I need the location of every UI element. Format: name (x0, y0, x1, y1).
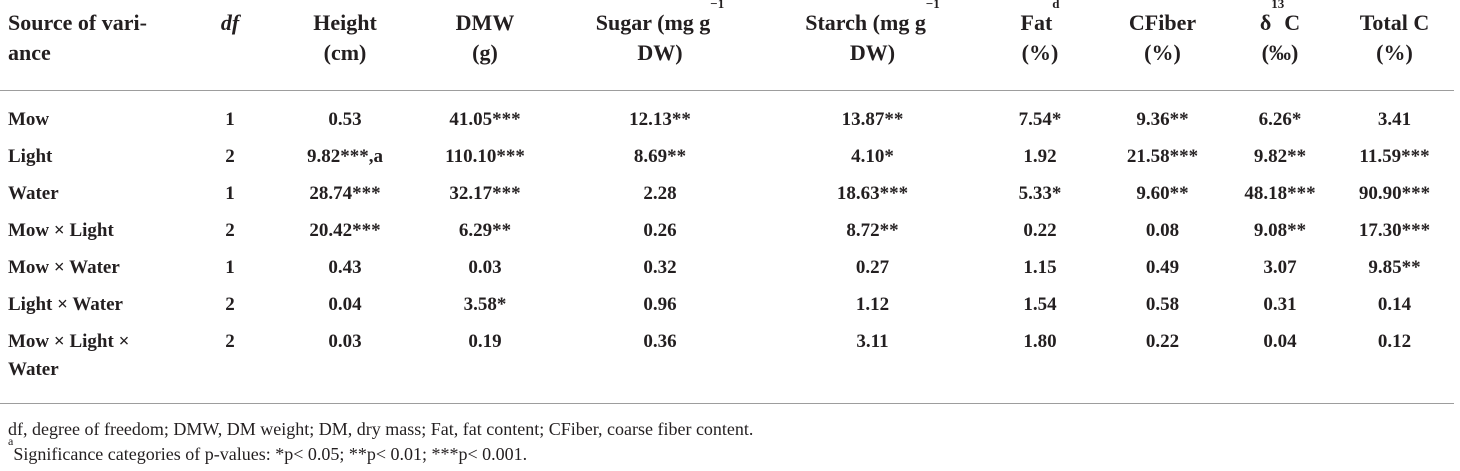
cell-d13c: 0.31 (1263, 293, 1297, 315)
table-row: Light × Water 2 0.04 3.58* 0.96 1.12 1.5… (0, 294, 1454, 331)
header-fat: Fatd (%) (1020, 0, 1060, 65)
cell-d13c: 9.82** (1253, 145, 1307, 167)
header-d13c: δ13C (‰) (1259, 0, 1301, 65)
cell-df: 1 (225, 108, 235, 130)
cell-total-c: 90.90*** (1358, 182, 1431, 204)
cell-cfiber: 21.58*** (1126, 145, 1199, 167)
cell-total-c: 0.14 (1377, 293, 1412, 315)
cell-starch: 3.11 (856, 330, 889, 352)
cell-source: Mow × Light (8, 219, 114, 241)
header-df: df (220, 10, 240, 35)
cell-source: Light × Water (8, 293, 123, 315)
cell-height: 28.74*** (309, 182, 381, 204)
header-height: Height (cm) (313, 10, 377, 65)
cell-fat: 1.15 (1023, 256, 1057, 278)
cell-sugar: 0.96 (643, 293, 677, 315)
header-total-c: Total C (%) (1359, 10, 1430, 65)
table-row: Water 1 28.74*** 32.17*** 2.28 18.63*** … (0, 183, 1454, 220)
cell-sugar: 0.32 (643, 256, 677, 278)
cell-total-c: 3.41 (1377, 108, 1412, 130)
cell-df: 2 (225, 219, 235, 241)
cell-source: Light (8, 145, 53, 167)
cell-df: 2 (225, 145, 235, 167)
cell-sugar: 2.28 (643, 182, 677, 204)
cell-total-c: 9.85** (1368, 256, 1421, 278)
cell-dmw: 0.03 (468, 256, 502, 278)
cell-source: Mow × Light × Water (8, 330, 130, 380)
cell-dmw: 3.58* (463, 293, 507, 315)
cell-total-c: 0.12 (1377, 330, 1412, 352)
cell-fat: 1.80 (1023, 330, 1057, 352)
table-row: Mow × Light × Water 2 0.03 0.19 0.36 3.1… (0, 331, 1454, 381)
cell-cfiber: 9.60** (1136, 182, 1189, 204)
header-source: Source of vari- ance (8, 10, 147, 65)
cell-df: 1 (225, 182, 235, 204)
cell-total-c: 11.59*** (1359, 145, 1430, 167)
cell-dmw: 6.29** (458, 219, 512, 241)
cell-starch: 4.10* (851, 145, 894, 167)
cell-cfiber: 9.36** (1136, 108, 1189, 130)
cell-cfiber: 0.22 (1145, 330, 1180, 352)
cell-d13c: 48.18*** (1244, 182, 1316, 204)
cell-source: Water (8, 182, 59, 204)
cell-dmw: 0.19 (468, 330, 502, 352)
table-row: Mow × Light 2 20.42*** 6.29** 0.26 8.72*… (0, 220, 1454, 257)
cell-height: 0.53 (328, 108, 362, 130)
cell-d13c: 9.08** (1253, 219, 1307, 241)
cell-height: 0.43 (328, 256, 362, 278)
cell-df: 1 (225, 256, 235, 278)
cell-fat: 7.54* (1018, 108, 1062, 130)
cell-source: Mow (8, 108, 50, 130)
cell-starch: 18.63*** (836, 182, 909, 204)
cell-cfiber: 0.58 (1145, 293, 1180, 315)
header-sugar: Sugar (mg g−1 DW) (595, 0, 725, 65)
cell-dmw: 110.10*** (445, 145, 525, 167)
cell-starch: 8.72** (846, 219, 899, 241)
cell-sugar: 0.26 (643, 219, 677, 241)
cell-fat: 1.54 (1023, 293, 1057, 315)
cell-starch: 13.87** (841, 108, 904, 130)
table-header: Source of vari- ance df Height (cm) DMW … (0, 0, 1454, 90)
cell-height: 0.03 (328, 330, 362, 352)
footnote-significance: aSignificance categories of p-values: *p… (8, 434, 528, 464)
cell-cfiber: 0.49 (1145, 256, 1180, 278)
table-row: Light 2 9.82***,a 110.10*** 8.69** 4.10*… (0, 146, 1454, 183)
cell-total-c: 17.30*** (1358, 219, 1431, 241)
cell-fat: 0.22 (1023, 219, 1057, 241)
cell-starch: 0.27 (855, 256, 890, 278)
cell-d13c: 3.07 (1263, 256, 1297, 278)
header-starch: Starch (mg g−1 DW) (805, 0, 940, 65)
anova-table: Source of vari- ance df Height (cm) DMW … (0, 0, 1454, 381)
cell-d13c: 0.04 (1263, 330, 1297, 352)
table-row: Mow × Water 1 0.43 0.03 0.32 0.27 1.15 0… (0, 257, 1454, 294)
cell-height: 9.82***,a (307, 145, 383, 167)
cell-dmw: 41.05*** (449, 108, 521, 130)
cell-d13c: 6.26* (1258, 108, 1302, 130)
cell-fat: 1.92 (1023, 145, 1057, 167)
cell-sugar: 0.36 (643, 330, 677, 352)
footnote-abbreviations: df, degree of freedom; DMW, DM weight; D… (8, 419, 754, 439)
cell-height: 20.42*** (309, 219, 381, 241)
table-body: Mow 1 0.53 41.05*** 12.13** 13.87** 7.54… (0, 90, 1454, 381)
cell-source: Mow × Water (8, 256, 120, 278)
cell-df: 2 (225, 293, 235, 315)
table-bottom-rule (0, 403, 1454, 404)
cell-height: 0.04 (328, 293, 362, 315)
table-row: Mow 1 0.53 41.05*** 12.13** 13.87** 7.54… (0, 90, 1454, 146)
header-cfiber: CFiber (%) (1128, 10, 1197, 65)
cell-df: 2 (225, 330, 235, 352)
cell-fat: 5.33* (1018, 182, 1062, 204)
cell-sugar: 12.13** (629, 108, 691, 130)
cell-starch: 1.12 (855, 293, 890, 315)
cell-cfiber: 0.08 (1145, 219, 1180, 241)
cell-sugar: 8.69** (633, 145, 687, 167)
cell-dmw: 32.17*** (449, 182, 521, 204)
header-dmw: DMW (g) (455, 10, 515, 65)
